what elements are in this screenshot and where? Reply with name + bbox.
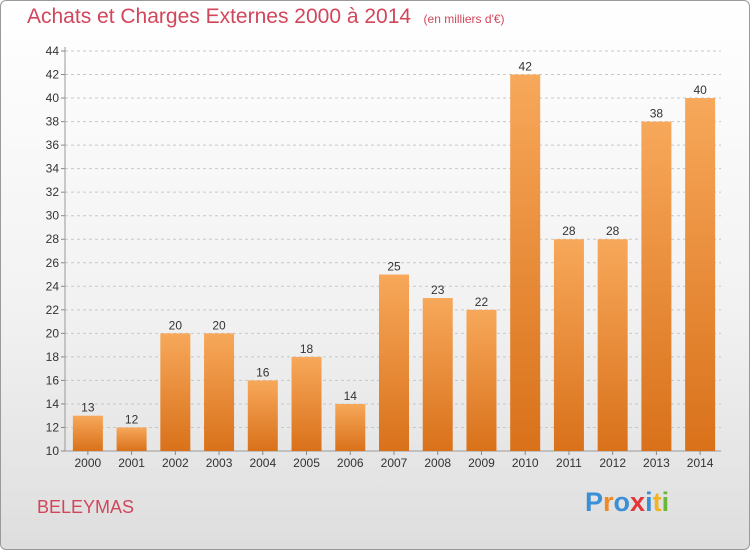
data-label: 23 <box>431 283 445 297</box>
y-tick-label: 42 <box>46 68 60 82</box>
bar <box>597 239 628 451</box>
x-tick-label: 2004 <box>249 456 276 470</box>
x-tick-label: 2013 <box>643 456 670 470</box>
y-tick-label: 24 <box>46 279 60 293</box>
y-tick-label: 32 <box>46 185 60 199</box>
bar <box>641 121 672 452</box>
data-label: 28 <box>606 224 620 238</box>
x-tick-label: 2006 <box>337 456 364 470</box>
y-tick-label: 16 <box>46 373 60 387</box>
logo-letter: t <box>652 487 662 517</box>
bar <box>160 333 191 451</box>
y-tick-label: 22 <box>46 303 60 317</box>
y-tick-label: 38 <box>46 115 60 129</box>
y-tick-label: 40 <box>46 91 60 105</box>
commune-name: BELEYMAS <box>37 497 135 517</box>
bar <box>553 239 584 451</box>
x-tick-label: 2000 <box>75 456 102 470</box>
x-tick-label: 2002 <box>162 456 189 470</box>
bar <box>116 427 147 451</box>
logo-letter: P <box>585 487 604 517</box>
chart-title: Achats et Charges Externes 2000 à 2014 <box>27 5 412 28</box>
data-label: 42 <box>519 60 533 74</box>
data-label: 16 <box>256 365 270 379</box>
bar <box>247 380 278 451</box>
x-tick-label: 2001 <box>118 456 145 470</box>
data-label: 22 <box>475 295 489 309</box>
logo-letter: i <box>645 487 653 517</box>
y-tick-label: 34 <box>46 162 60 176</box>
bar <box>466 309 497 451</box>
bar <box>335 403 366 451</box>
bar <box>72 415 103 451</box>
x-tick-label: 2008 <box>424 456 451 470</box>
x-tick-label: 2009 <box>468 456 495 470</box>
y-tick-label: 20 <box>46 326 60 340</box>
x-tick-labels: 2000 2001 2002 2003 2004 2005 2006 2007 2008 2009… <box>75 456 714 470</box>
bar <box>510 74 541 451</box>
x-tick-label: 2012 <box>599 456 626 470</box>
bars <box>72 74 716 452</box>
y-tick-label: 26 <box>46 256 60 270</box>
x-tick-label: 2007 <box>381 456 408 470</box>
x-tick-label: 2010 <box>512 456 539 470</box>
data-label: 25 <box>387 260 401 274</box>
x-tick-label: 2003 <box>206 456 233 470</box>
y-tick-label: 14 <box>46 397 60 411</box>
chart-unit: (en milliers d'€) <box>423 12 505 26</box>
data-label: 20 <box>212 318 226 332</box>
logo-letter: o <box>613 487 631 517</box>
logo-letter: r <box>603 487 614 517</box>
data-label: 28 <box>562 224 576 238</box>
x-tick-label: 2005 <box>293 456 320 470</box>
bar <box>204 333 235 451</box>
y-tick-label: 44 <box>46 44 60 58</box>
x-tick-label: 2014 <box>687 456 714 470</box>
y-tick-label: 18 <box>46 350 60 364</box>
y-tick-label: 12 <box>46 420 60 434</box>
y-tick-label: 10 <box>46 444 60 458</box>
data-label: 14 <box>344 389 358 403</box>
data-label: 20 <box>169 318 183 332</box>
logo-letter: i <box>661 487 670 517</box>
bar <box>379 274 409 451</box>
bar <box>422 298 453 451</box>
y-tick-labels: 10 12 14 16 18 20 22 24 26 28 30 32 34 36 38 40 42 44 <box>46 44 60 458</box>
data-labels: 13 12 20 20 16 18 14 25 23 22 42 28 28 38 40 <box>81 60 707 427</box>
data-label: 12 <box>125 412 139 426</box>
y-tick-label: 30 <box>46 209 60 223</box>
data-label: 40 <box>693 83 707 97</box>
y-tick-label: 28 <box>46 232 60 246</box>
y-tick-label: 36 <box>46 138 60 152</box>
proxiti-logo[interactable]: Proxiti <box>585 487 669 518</box>
logo-letter: x <box>630 487 646 517</box>
data-label: 13 <box>81 401 95 415</box>
bar <box>291 356 322 451</box>
data-label: 38 <box>650 107 664 121</box>
data-label: 18 <box>300 342 314 356</box>
x-tick-label: 2011 <box>556 456 582 470</box>
title-row: Achats et Charges Externes 2000 à 2014 (… <box>27 5 505 29</box>
bar <box>685 98 716 451</box>
